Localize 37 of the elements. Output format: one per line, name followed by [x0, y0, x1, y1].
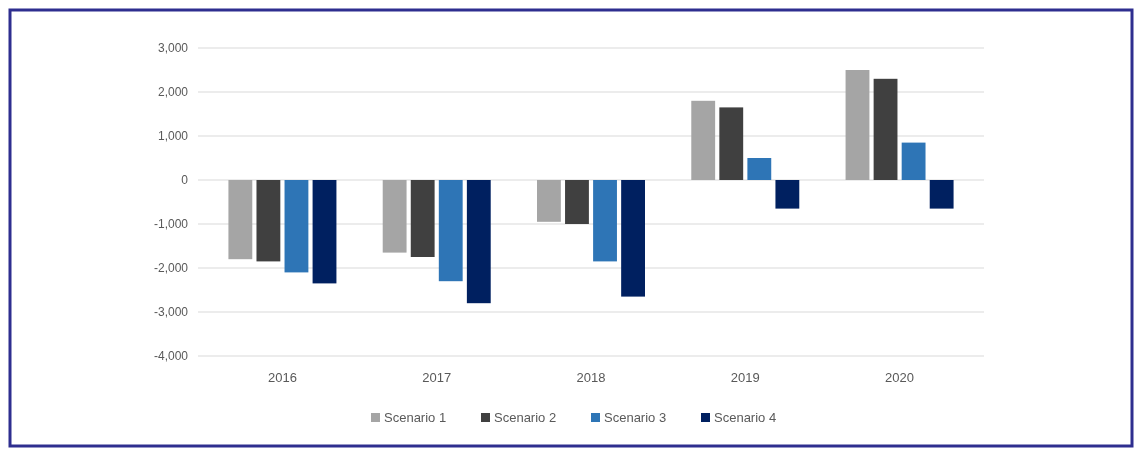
bar: [845, 70, 870, 180]
y-tick-label: 1,000: [157, 129, 189, 144]
y-tick-label: -3,000: [153, 305, 189, 320]
bar: [691, 100, 716, 180]
x-tick-label: 2016: [267, 370, 297, 385]
bar: [593, 180, 617, 262]
y-tick-label: 2,000: [157, 85, 189, 100]
x-tick-label: 2018: [576, 370, 606, 385]
bar: [438, 180, 463, 282]
bar: [621, 180, 645, 297]
bar: [565, 180, 589, 224]
y-tick-label: 3,000: [157, 41, 189, 56]
bar: [901, 142, 926, 180]
bar: [929, 180, 954, 209]
legend-label: Scenario 4: [714, 410, 777, 425]
bar: [873, 78, 898, 180]
bar: [537, 180, 561, 222]
x-tick-label: 2019: [730, 370, 760, 385]
bar: [284, 180, 309, 273]
bar: [256, 180, 281, 262]
bar: [312, 180, 337, 284]
bar: [466, 180, 491, 304]
bar: [719, 107, 744, 180]
legend-label: Scenario 3: [604, 410, 667, 425]
x-tick-label: 2017: [422, 370, 452, 385]
bar: [410, 180, 435, 257]
y-tick-label: 0: [181, 173, 189, 188]
y-tick-label: -1,000: [153, 217, 189, 232]
legend-label: Scenario 1: [384, 410, 447, 425]
legend-label: Scenario 2: [494, 410, 557, 425]
x-tick-label: 2020: [885, 370, 915, 385]
bar: [747, 158, 772, 180]
bar: [228, 180, 253, 260]
bar: [382, 180, 407, 253]
y-tick-label: -2,000: [153, 261, 189, 276]
bar: [775, 180, 800, 209]
y-tick-label: -4,000: [153, 349, 189, 364]
